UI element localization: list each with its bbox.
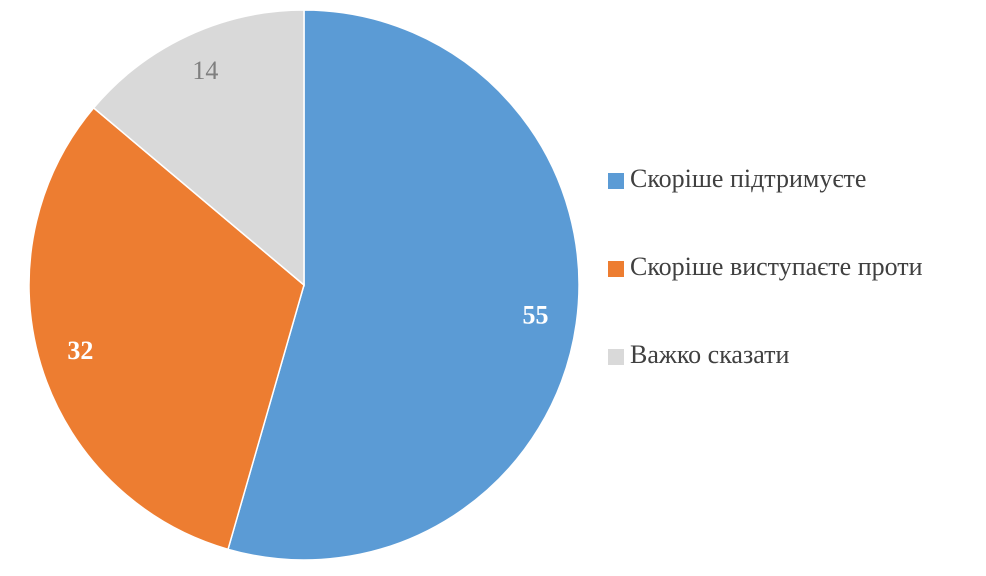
data-label: 55 — [522, 301, 548, 330]
legend-label: Скоріше підтримуєте — [630, 164, 866, 193]
data-label: 14 — [192, 56, 218, 85]
legend-swatch — [608, 349, 624, 365]
data-label: 32 — [67, 336, 93, 365]
legend-label: Скоріше виступаєте проти — [630, 252, 923, 281]
legend-label: Важко сказати — [630, 340, 789, 369]
pie-slice — [92, 9, 305, 287]
pie-slice — [227, 9, 580, 561]
legend-swatch — [608, 173, 624, 189]
pie-slice — [28, 106, 305, 551]
legend-swatch — [608, 261, 624, 277]
